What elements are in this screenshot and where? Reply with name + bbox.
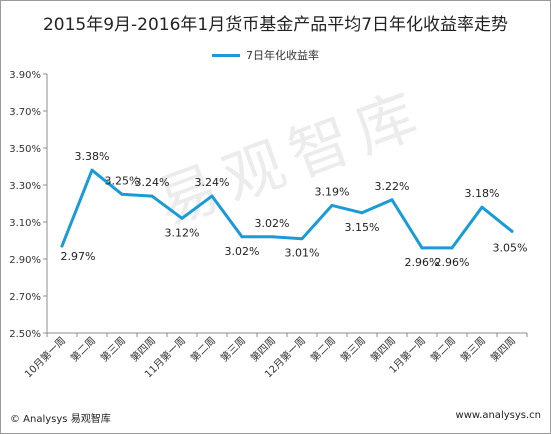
data-label: 3.25% <box>105 174 140 187</box>
x-tick-label: 第四周 <box>368 334 398 364</box>
data-point <box>240 235 244 239</box>
x-tick-labels: 10月第一周 第二周 第三周 第四周11月第一周 第二周 第三周 第四周12月第一周 第二周第… <box>22 334 518 380</box>
data-label: 3.05% <box>493 241 528 254</box>
y-tick-label: 2.90% <box>9 255 41 266</box>
chart-legend: 7日年化收益率 <box>0 47 551 63</box>
data-label: 3.22% <box>375 180 410 193</box>
data-label: 3.24% <box>135 176 170 189</box>
data-label: 2.96% <box>405 256 440 269</box>
series-line <box>60 168 514 250</box>
legend-line-swatch <box>212 54 240 57</box>
website-footer: www.analysys.cn <box>455 410 541 421</box>
y-tick-label: 3.10% <box>9 218 41 229</box>
data-label: 3.18% <box>465 187 500 200</box>
x-tick-label: 第三周 <box>98 334 128 364</box>
y-tick-label: 2.50% <box>9 329 41 340</box>
y-tick-label: 3.30% <box>9 181 41 192</box>
data-point <box>510 229 514 233</box>
data-label: 2.96% <box>435 256 470 269</box>
data-point <box>360 211 364 215</box>
y-tick-label: 2.70% <box>9 292 41 303</box>
x-tick-label: 10月第一周 <box>22 334 68 380</box>
x-tick-label: 第四周 <box>248 334 278 364</box>
x-tick-label: 第四周 <box>488 334 518 364</box>
chart-axes <box>43 73 528 337</box>
x-tick-label: 第三周 <box>218 334 248 364</box>
data-label: 3.19% <box>315 185 350 198</box>
y-tick-label: 3.90% <box>9 70 41 81</box>
data-point <box>330 203 334 207</box>
data-point <box>180 216 184 220</box>
x-tick-label: 第三周 <box>338 334 368 364</box>
x-tick-label: 第二周 <box>428 334 458 364</box>
legend-label: 7日年化收益率 <box>246 49 319 62</box>
data-point <box>390 198 394 202</box>
x-tick-label: 第二周 <box>68 334 98 364</box>
data-point <box>300 237 304 241</box>
data-label: 3.38% <box>75 150 110 163</box>
data-label: 3.01% <box>285 247 320 260</box>
y-tick-label: 3.50% <box>9 144 41 155</box>
series-polyline <box>60 168 514 250</box>
data-point <box>90 168 94 172</box>
data-point <box>150 194 154 198</box>
data-label: 3.12% <box>165 226 200 239</box>
y-tick-labels: 3.90% 3.70% 3.50% 3.30% 3.10% 2.90% 2.70% 2.50% <box>9 70 41 340</box>
data-point <box>60 244 64 248</box>
x-tick-label: 第四周 <box>128 334 158 364</box>
data-point <box>270 235 274 239</box>
data-label: 3.15% <box>345 221 380 234</box>
x-tick-label: 第二周 <box>308 334 338 364</box>
data-label: 3.02% <box>225 245 260 258</box>
data-label: 3.02% <box>255 217 290 230</box>
data-point <box>420 246 424 250</box>
y-tick-label: 3.70% <box>9 107 41 118</box>
x-tick-label: 第三周 <box>458 334 488 364</box>
data-labels: 2.97%3.38%3.25%3.24%3.12%3.24%3.02%3.02%… <box>61 150 528 269</box>
data-label: 3.24% <box>195 176 230 189</box>
data-point <box>120 192 124 196</box>
data-point <box>480 205 484 209</box>
data-label: 2.97% <box>61 250 96 263</box>
x-tick-label: 第二周 <box>188 334 218 364</box>
chart-title: 2015年9月-2016年1月货币基金产品平均7日年化收益率走势 <box>42 15 509 35</box>
source-footer: © Analysys 易观智库 <box>10 414 111 425</box>
data-point <box>210 194 214 198</box>
data-point <box>450 246 454 250</box>
